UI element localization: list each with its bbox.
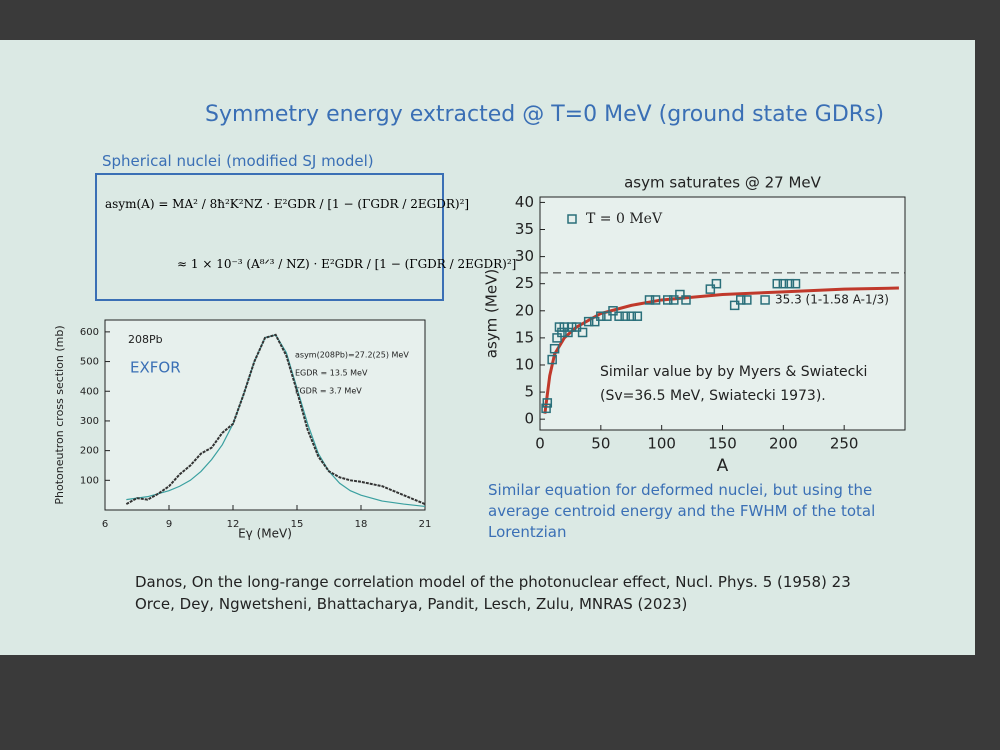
y-tick-label: 300 bbox=[80, 416, 99, 427]
data-point bbox=[541, 403, 551, 414]
data-point bbox=[711, 278, 722, 289]
data-point bbox=[784, 278, 795, 289]
data-point bbox=[602, 311, 612, 321]
annotation: (Sv=36.5 MeV, Swiatecki 1973). bbox=[600, 388, 826, 404]
legend-marker bbox=[567, 214, 577, 224]
data-point bbox=[632, 311, 643, 321]
x-tick-label: 12 bbox=[227, 519, 240, 530]
x-tick-label: 18 bbox=[355, 519, 368, 530]
x-tick-label: 9 bbox=[166, 519, 172, 530]
data-point bbox=[552, 333, 562, 343]
data-point bbox=[790, 278, 801, 289]
data-point bbox=[583, 316, 594, 327]
data-point bbox=[736, 295, 746, 305]
data-point bbox=[596, 311, 606, 321]
formula: ≈ 1 × 10⁻³ (A⁸ᐟ³ / NZ) · E²GDR / [1 − (Γ… bbox=[177, 257, 517, 271]
slide-title: Symmetry energy extracted @ T=0 MeV (gro… bbox=[205, 102, 885, 127]
y-tick-label: 40 bbox=[515, 193, 534, 211]
formula-box: asym(A) = MA² / 8ħ²K²NZ · E²GDR / [1 − (… bbox=[95, 173, 516, 301]
x-tick-label: 21 bbox=[419, 519, 432, 530]
annotation: 208Pb bbox=[128, 333, 163, 346]
y-tick-label: 30 bbox=[515, 247, 534, 265]
subtitle: Spherical nuclei (modified SJ model) bbox=[102, 152, 374, 170]
annotation: ΓGDR = 3.7 MeV bbox=[295, 387, 362, 396]
y-tick-label: 20 bbox=[515, 301, 534, 319]
data-point bbox=[557, 327, 567, 338]
y-tick-label: 600 bbox=[80, 327, 99, 338]
reference: Orce, Dey, Ngwetsheni, Bhattacharya, Pan… bbox=[135, 595, 688, 613]
formula: asym(A) = MA² / 8ħ²K²NZ · E²GDR / [1 − (… bbox=[105, 197, 470, 211]
x-tick-label: 15 bbox=[291, 519, 304, 530]
data-point bbox=[650, 295, 661, 305]
data-point bbox=[549, 343, 560, 354]
y-tick-label: 200 bbox=[80, 446, 99, 457]
data-point bbox=[705, 284, 716, 294]
data-point bbox=[778, 278, 789, 289]
y-tick-label: 25 bbox=[515, 274, 534, 292]
y-tick-label: 500 bbox=[80, 357, 99, 368]
y-axis-label: Photoneutron cross section (mb) bbox=[53, 325, 66, 504]
data-point bbox=[620, 311, 630, 321]
data-point bbox=[571, 322, 582, 332]
x-tick-label: 50 bbox=[591, 435, 610, 453]
y-tick-label: 15 bbox=[515, 328, 534, 346]
data-point bbox=[542, 398, 553, 408]
data-point bbox=[663, 295, 673, 305]
annotation: 35.3 (1-1.58 A-1/3) bbox=[775, 293, 889, 307]
y-tick-label: 5 bbox=[524, 383, 534, 401]
fit-line bbox=[543, 286, 899, 414]
data-point bbox=[675, 289, 685, 300]
chart-title: asym saturates @ 27 MeV bbox=[624, 174, 822, 192]
data-line bbox=[125, 333, 426, 505]
annotation: EXFOR bbox=[130, 359, 181, 377]
annotation: Similar value by by Myers & Swiatecki bbox=[600, 364, 867, 380]
note: Similar equation for deformed nuclei, bu… bbox=[488, 481, 876, 541]
data-point bbox=[729, 300, 740, 311]
x-tick-label: 0 bbox=[535, 435, 545, 453]
y-tick-label: 35 bbox=[515, 220, 534, 238]
data-point bbox=[554, 322, 565, 332]
y-axis-label: asym (MeV) bbox=[483, 269, 501, 358]
data-point bbox=[742, 295, 752, 305]
slide: Symmetry energy extracted @ T=0 MeV (gro… bbox=[0, 40, 975, 655]
y-tick-label: 100 bbox=[80, 475, 99, 486]
x-tick-label: 250 bbox=[830, 435, 859, 453]
data-point bbox=[644, 295, 655, 305]
data-point bbox=[547, 354, 557, 365]
x-tick-label: 150 bbox=[708, 435, 737, 453]
y-tick-label: 400 bbox=[80, 386, 99, 397]
data-point bbox=[760, 295, 770, 305]
data-point bbox=[566, 322, 577, 332]
annotation: asym(208Pb)=27.2(25) MeV bbox=[295, 351, 409, 360]
x-axis-label: A bbox=[717, 456, 729, 476]
data-point bbox=[608, 306, 618, 316]
data-point bbox=[577, 327, 588, 338]
x-axis-label: Eγ (MeV) bbox=[238, 527, 292, 541]
x-tick-label: 200 bbox=[769, 435, 798, 453]
annotation: EGDR = 13.5 MeV bbox=[295, 369, 368, 378]
data-point bbox=[669, 295, 679, 305]
data-point bbox=[681, 295, 691, 305]
data-point bbox=[614, 311, 624, 321]
legend-label: T = 0 MeV bbox=[586, 211, 663, 227]
y-tick-label: 10 bbox=[515, 355, 534, 373]
data-point bbox=[772, 278, 782, 289]
data-point bbox=[590, 316, 600, 327]
x-tick-label: 6 bbox=[102, 519, 108, 530]
data-point bbox=[626, 311, 636, 321]
y-tick-label: 0 bbox=[524, 410, 534, 428]
x-tick-label: 100 bbox=[647, 435, 676, 453]
plot-area bbox=[104, 319, 426, 511]
reference: Danos, On the long-range correlation mod… bbox=[135, 573, 851, 591]
